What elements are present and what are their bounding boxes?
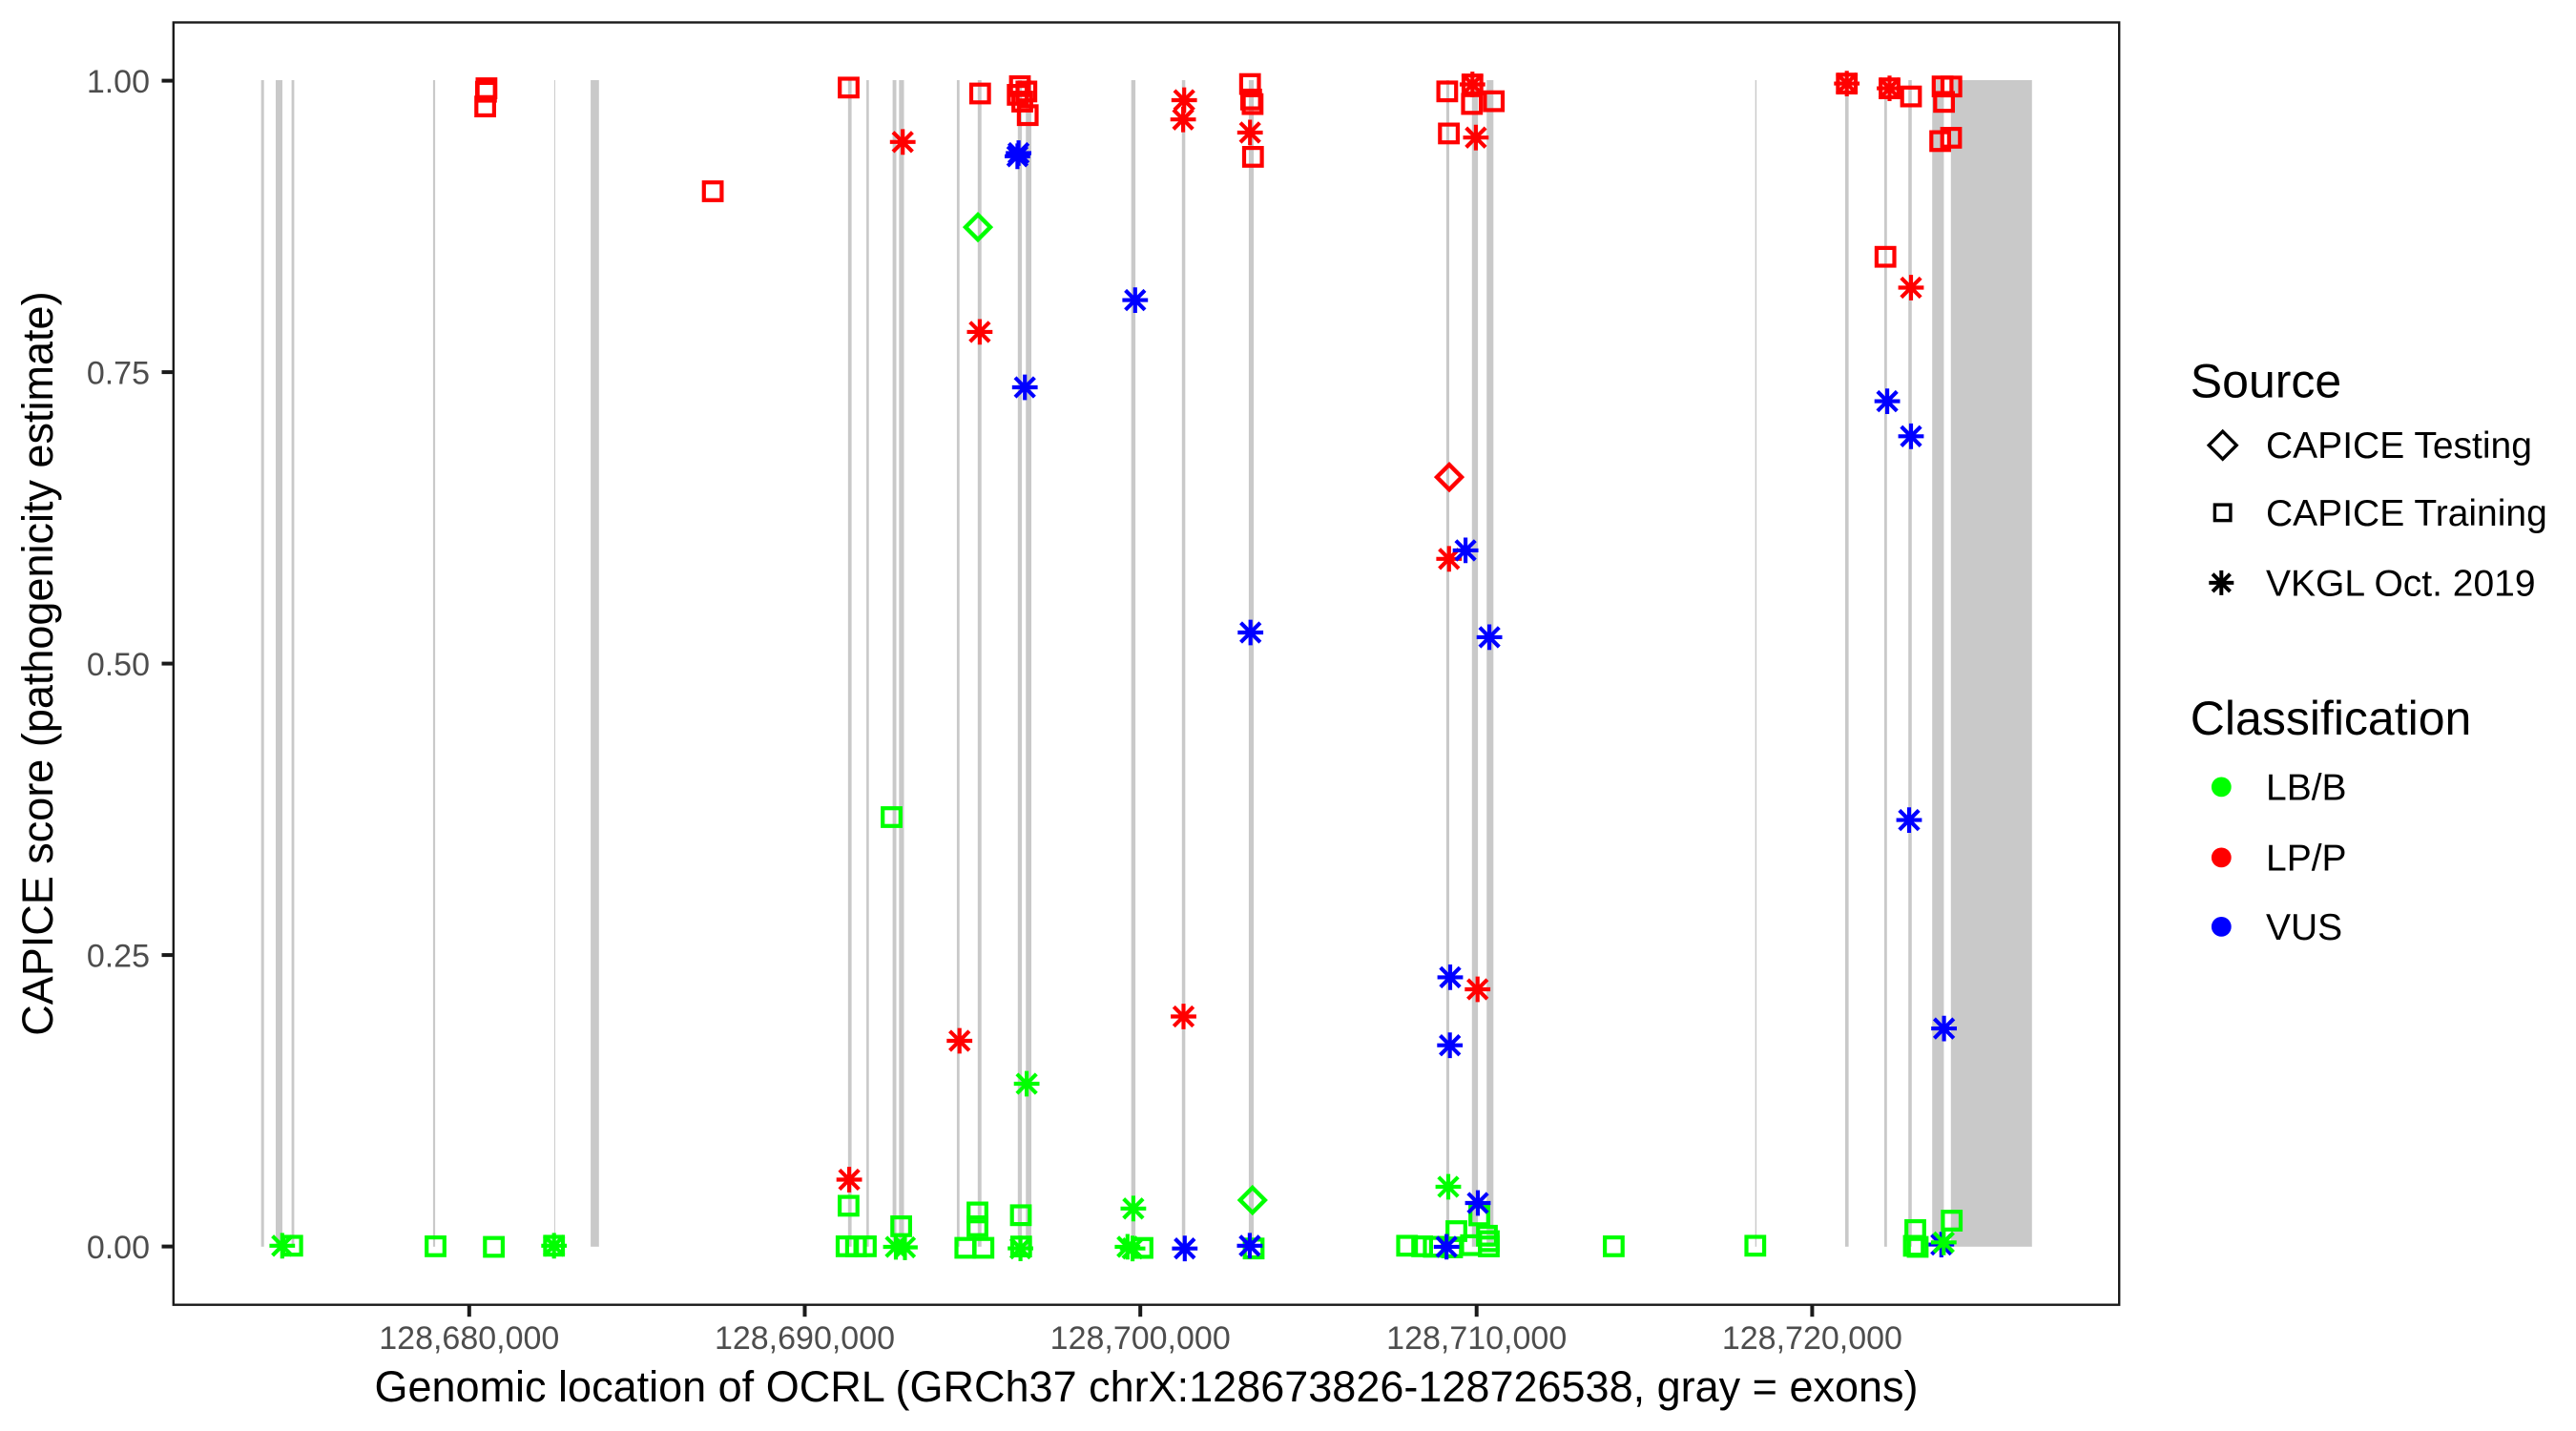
svg-text:VKGL Oct. 2019: VKGL Oct. 2019 — [2266, 563, 2536, 604]
svg-text:0.00: 0.00 — [87, 1230, 150, 1266]
svg-text:0.50: 0.50 — [87, 647, 150, 683]
svg-text:1.00: 1.00 — [87, 64, 150, 100]
svg-text:Source: Source — [2191, 355, 2341, 408]
svg-text:CAPICE Training: CAPICE Training — [2266, 493, 2547, 534]
svg-text:Classification: Classification — [2191, 692, 2472, 745]
svg-text:Genomic location of OCRL (GRCh: Genomic location of OCRL (GRCh37 chrX:12… — [374, 1362, 1918, 1411]
svg-text:128,690,000: 128,690,000 — [715, 1320, 895, 1357]
svg-text:128,710,000: 128,710,000 — [1386, 1320, 1567, 1357]
svg-text:LP/P: LP/P — [2266, 838, 2347, 879]
svg-text:LB/B: LB/B — [2266, 767, 2347, 808]
svg-text:128,720,000: 128,720,000 — [1722, 1320, 1902, 1357]
svg-text:VUS: VUS — [2266, 907, 2342, 948]
svg-text:CAPICE score (pathogenicity es: CAPICE score (pathogenicity estimate) — [13, 291, 62, 1035]
svg-text:128,700,000: 128,700,000 — [1050, 1320, 1231, 1357]
svg-text:128,680,000: 128,680,000 — [379, 1320, 559, 1357]
svg-text:CAPICE Testing: CAPICE Testing — [2266, 425, 2532, 467]
svg-text:0.25: 0.25 — [87, 938, 150, 974]
svg-text:0.75: 0.75 — [87, 355, 150, 391]
